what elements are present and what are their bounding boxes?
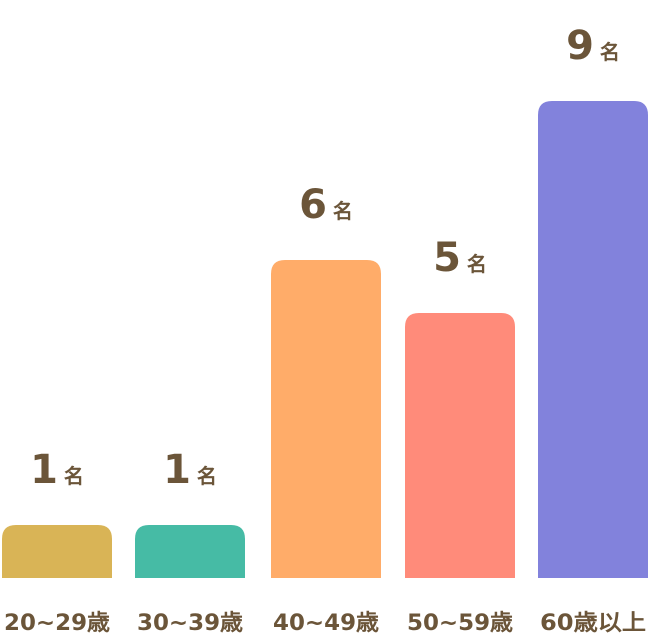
data-label-unit: 名 [64, 464, 84, 488]
data-label-value: 9 [566, 23, 594, 69]
bar-group-1: 1 名 20~29歳 [2, 447, 112, 636]
bar-group-2: 1 名 30~39歳 [135, 447, 245, 636]
data-label-unit: 名 [333, 199, 353, 223]
bar-1 [2, 525, 112, 578]
category-label-4: 50~59歳 [407, 611, 513, 636]
category-label-2: 30~39歳 [137, 611, 243, 636]
bar-3 [271, 260, 381, 578]
bar-4 [405, 313, 515, 578]
data-label-value: 5 [433, 235, 461, 281]
bar-group-4: 5 名 50~59歳 [405, 235, 515, 636]
data-label-value: 6 [299, 182, 327, 228]
category-label-1: 20~29歳 [4, 611, 110, 636]
bar-5 [538, 101, 648, 578]
data-label-unit: 名 [467, 252, 487, 276]
bar-group-3: 6 名 40~49歳 [271, 182, 381, 636]
bar-group-5: 9 名 60歳以上 [538, 23, 648, 636]
data-label-unit: 名 [197, 464, 217, 488]
category-label-3: 40~49歳 [273, 611, 379, 636]
data-label-value: 1 [30, 447, 58, 493]
category-label-5: 60歳以上 [540, 611, 646, 636]
bar-2 [135, 525, 245, 578]
data-label-unit: 名 [600, 40, 620, 64]
data-label-value: 1 [163, 447, 191, 493]
